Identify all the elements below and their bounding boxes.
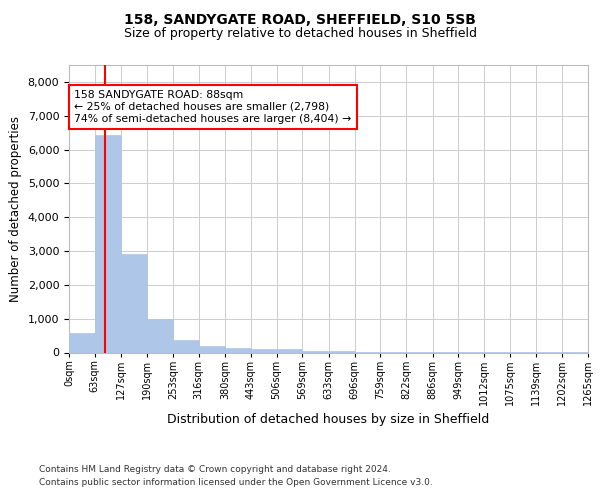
Bar [277, 349, 302, 352]
Text: Contains HM Land Registry data © Crown copyright and database right 2024.: Contains HM Land Registry data © Crown c… [39, 466, 391, 474]
Bar [251, 350, 277, 352]
Bar [147, 320, 173, 352]
Bar [199, 346, 225, 352]
Bar [302, 351, 329, 352]
Bar [225, 348, 251, 352]
X-axis label: Distribution of detached houses by size in Sheffield: Distribution of detached houses by size … [167, 414, 490, 426]
Bar [69, 333, 95, 352]
Y-axis label: Number of detached properties: Number of detached properties [9, 116, 22, 302]
Text: 158 SANDYGATE ROAD: 88sqm
← 25% of detached houses are smaller (2,798)
74% of se: 158 SANDYGATE ROAD: 88sqm ← 25% of detac… [74, 90, 351, 124]
Text: Size of property relative to detached houses in Sheffield: Size of property relative to detached ho… [124, 28, 476, 40]
Text: Contains public sector information licensed under the Open Government Licence v3: Contains public sector information licen… [39, 478, 433, 487]
Bar [121, 254, 147, 352]
Text: 158, SANDYGATE ROAD, SHEFFIELD, S10 5SB: 158, SANDYGATE ROAD, SHEFFIELD, S10 5SB [124, 12, 476, 26]
Bar [95, 134, 121, 352]
Bar [173, 340, 199, 352]
